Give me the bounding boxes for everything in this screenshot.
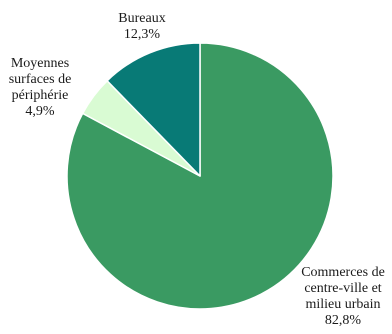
slice-label-0: Commerces de centre-ville et milieu urbain… — [301, 265, 385, 328]
slice-name-line: centre-ville et — [304, 281, 381, 296]
slice-name-line: milieu urbain — [305, 297, 380, 312]
slice-label-1: Moyennes surfaces de périphérie 4,9% — [9, 56, 72, 119]
slice-name-line: surfaces de — [9, 72, 72, 87]
slice-value-label: 82,8% — [325, 313, 362, 328]
pie-slice-2 — [106, 42, 201, 177]
slices-layer — [66, 42, 334, 310]
labels-layer: Commerces de centre-ville et milieu urbain… — [9, 11, 385, 328]
slice-name-line: périphérie — [12, 88, 69, 103]
slice-name-line: Bureaux — [118, 11, 165, 26]
slice-value-label: 4,9% — [25, 104, 55, 119]
slice-label-2: Bureaux 12,3% — [118, 11, 165, 42]
slice-name-line: Commerces de — [301, 265, 385, 280]
slice-name-line: Moyennes — [11, 56, 69, 71]
slice-value-label: 12,3% — [124, 27, 161, 42]
